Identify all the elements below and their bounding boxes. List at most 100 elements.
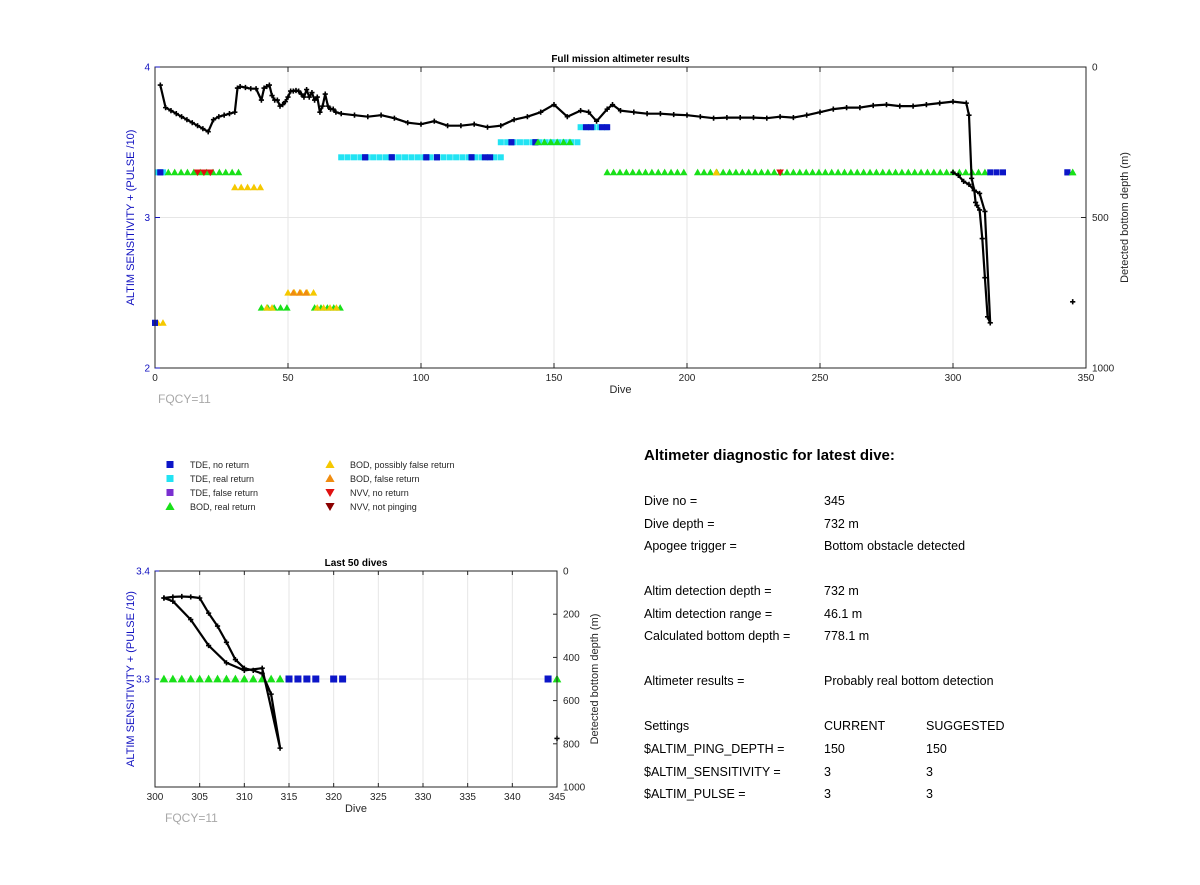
marker-bod_real_return — [654, 168, 662, 176]
marker-tde_real_return — [357, 154, 364, 161]
diag-value: 732 m — [824, 584, 859, 598]
depth-point — [724, 114, 730, 121]
depth-point — [242, 84, 249, 91]
marker-tde_real_return — [408, 154, 415, 161]
marker-bod_real_return — [706, 168, 715, 176]
depth-point — [223, 660, 230, 666]
depth-point — [205, 129, 211, 135]
depth-point — [790, 114, 796, 121]
x-tick-label: 320 — [325, 792, 342, 803]
marker-tde_real_return — [440, 154, 447, 161]
marker-bod_real_return — [815, 168, 823, 176]
setting-current: 150 — [824, 742, 845, 756]
marker-tde_no_return — [468, 154, 475, 161]
depth-point — [163, 105, 169, 111]
marker-bod_real_return — [847, 168, 855, 176]
marker-bod_real_return — [879, 168, 887, 176]
depth-point — [237, 83, 243, 90]
marker-bod_real_return — [204, 674, 213, 683]
marker-tde_no_return — [294, 675, 302, 683]
depth-point — [378, 112, 384, 118]
marker-tde_real_return — [504, 139, 511, 146]
depth-point — [259, 671, 265, 677]
depth-point — [974, 202, 980, 209]
depth-point — [973, 199, 979, 206]
depth-point — [304, 86, 310, 93]
chart-title: Last 50 dives — [325, 558, 388, 569]
diag-label: Calculated bottom depth = — [644, 629, 791, 643]
marker-bod_real_return — [540, 138, 549, 146]
marker-bod_real_return — [222, 674, 231, 683]
setting-suggested: 3 — [926, 787, 933, 801]
depth-point — [170, 598, 176, 604]
depth-point — [253, 86, 259, 92]
legend-marker — [325, 489, 335, 497]
marker-bod_real_return — [177, 674, 187, 683]
depth-point — [188, 617, 194, 623]
marker-bod_possibly_false — [231, 183, 239, 191]
depth-point — [551, 102, 557, 108]
marker-bod_real_return — [981, 168, 989, 176]
legend-marker-nvv_not_pinging — [325, 503, 335, 511]
chart-1: 300 305 310 315 320 325 330 335 340 345 3.3 3.4 0 200… — [125, 558, 601, 825]
depth-point — [950, 169, 956, 175]
depth-point — [644, 111, 650, 117]
depth-point — [870, 102, 876, 109]
depth-point — [248, 86, 254, 92]
y2-tick-label: 600 — [563, 696, 580, 707]
marker-bod_real_return — [789, 168, 798, 176]
marker-bod_real_return — [170, 168, 179, 176]
diag-label: Altim detection depth = — [644, 584, 772, 598]
setting-row-pulse: $ALTIM_PULSE = 3 3 — [644, 787, 1164, 805]
diag-row-apogee-trigger: Apogee trigger = Bottom obstacle detecte… — [644, 539, 1164, 557]
depth-point — [511, 117, 517, 123]
marker-tde_real_return — [523, 139, 530, 146]
marker-tde_no_return — [285, 675, 293, 683]
marker-nvv_no_return — [193, 169, 202, 177]
marker-tde_no_return — [303, 675, 311, 683]
depth-point — [216, 114, 222, 120]
legend: TDE, no return TDE, real return TDE, fal… — [160, 458, 500, 520]
depth-point — [234, 85, 241, 91]
depth-point — [966, 181, 972, 187]
marker-tde_real_return — [338, 154, 345, 161]
marker-tde_no_return — [339, 675, 347, 683]
marker-bod_possibly_false — [712, 168, 720, 176]
depth-point — [206, 642, 212, 649]
depth-point — [325, 103, 331, 109]
diag-value: Probably real bottom detection — [824, 674, 994, 688]
marker-bod_real_return — [566, 138, 574, 146]
marker-bod_real_return — [732, 168, 740, 176]
legend-item: TDE, false return — [160, 486, 258, 499]
diag-value: 778.1 m — [824, 629, 870, 643]
marker-tde_real_return — [497, 154, 504, 161]
depth-point — [319, 103, 326, 109]
marker-tde_no_return — [1064, 169, 1071, 176]
x-tick-label: 340 — [504, 792, 521, 803]
x-tick-label: 325 — [370, 792, 387, 803]
marker-bod_real_return — [770, 168, 778, 176]
depth-point — [333, 109, 339, 115]
depth-point — [365, 114, 371, 120]
depth-point — [857, 105, 863, 111]
marker-bod_real_return — [660, 168, 669, 176]
setting-current: 3 — [824, 787, 831, 801]
depth-point — [684, 112, 690, 118]
marker-bod_real_return — [283, 304, 291, 311]
depth-point — [777, 114, 783, 120]
y2-tick-label: 500 — [1092, 213, 1109, 224]
marker-tde_no_return — [532, 139, 539, 146]
marker-tde_real_return — [414, 154, 421, 161]
depth-point — [804, 112, 810, 118]
marker-bod_real_return — [534, 138, 542, 146]
marker-bod_possibly_false — [243, 183, 252, 191]
depth-point — [179, 593, 185, 600]
marker-tde_no_return — [330, 675, 338, 683]
marker-bod_real_return — [680, 168, 688, 176]
depth-point — [910, 103, 916, 109]
depth-point — [498, 123, 504, 129]
marker-bod_real_return — [783, 168, 791, 176]
marker-bod_real_return — [700, 168, 708, 176]
depth-point — [269, 92, 275, 99]
x-tick-label: 0 — [152, 373, 158, 384]
